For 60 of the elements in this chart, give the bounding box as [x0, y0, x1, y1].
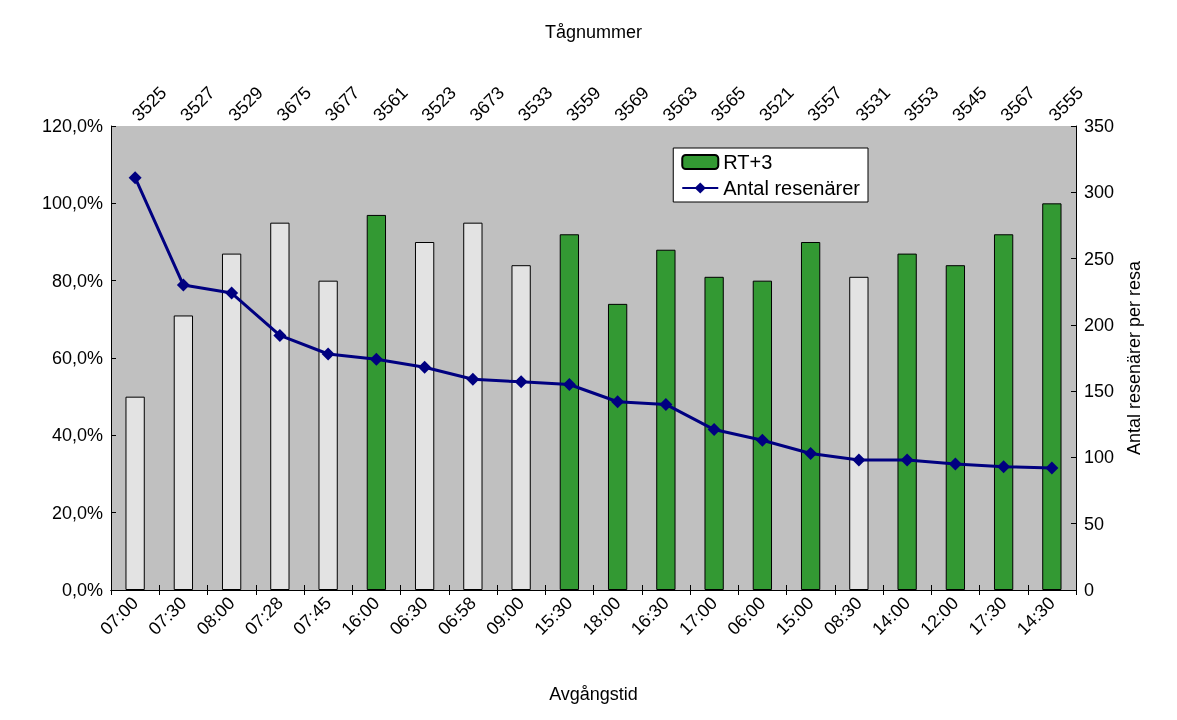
y2-tick-label: 350	[1084, 116, 1115, 136]
y2-tick-label: 200	[1084, 314, 1115, 335]
point	[804, 446, 818, 460]
bar	[414, 242, 435, 590]
bar	[173, 315, 194, 590]
bar	[366, 214, 387, 590]
y-tick-label: 40,0%	[51, 425, 103, 446]
y2-tick-label: 300	[1084, 182, 1115, 203]
y-tick-label: 60,0%	[51, 348, 103, 368]
point	[176, 278, 190, 292]
point	[948, 457, 962, 471]
x-axis-title: Avgångstid	[549, 684, 638, 704]
bar	[270, 222, 290, 590]
point	[321, 347, 335, 361]
point	[659, 397, 673, 411]
bar	[993, 234, 1014, 590]
point	[611, 395, 625, 409]
bar	[1042, 203, 1062, 590]
bar	[463, 222, 483, 590]
y-tick-label: 0,0%	[61, 580, 103, 600]
y2-tick-label: 150	[1084, 381, 1115, 402]
bar	[221, 253, 242, 590]
y2-tick-label: 0	[1084, 580, 1095, 600]
y-tick-label: 120,0%	[41, 116, 103, 136]
bar	[125, 396, 145, 590]
bar	[656, 249, 676, 590]
point	[418, 360, 432, 374]
bar	[318, 280, 338, 590]
y-tick-label: 20,0%	[51, 502, 103, 523]
legend-label: RT+3	[723, 151, 773, 173]
point	[225, 286, 239, 300]
point	[562, 378, 576, 392]
y2-tick-label: 250	[1084, 248, 1115, 269]
legend-label: Antal resenärer	[723, 177, 861, 199]
point	[369, 352, 383, 366]
point	[1045, 461, 1059, 475]
y2-axis-title: Antal resenärer per resa	[1123, 259, 1144, 456]
y2-tick-label: 50	[1084, 513, 1105, 534]
point	[466, 372, 480, 386]
point	[273, 328, 287, 342]
bar	[559, 234, 580, 590]
y2-tick-label: 100	[1084, 447, 1115, 468]
point	[128, 171, 142, 185]
point	[755, 433, 769, 447]
bar	[607, 303, 628, 590]
bar	[897, 253, 917, 590]
point	[514, 375, 528, 389]
bar	[752, 280, 773, 590]
y-tick-label: 80,0%	[51, 270, 103, 291]
y-tick-label: 100,0%	[41, 193, 103, 214]
point	[997, 460, 1011, 474]
bar	[849, 276, 869, 590]
x2-axis-title: Tågnummer	[544, 22, 643, 42]
bar	[511, 265, 531, 590]
bar	[945, 265, 966, 590]
point	[852, 453, 866, 467]
bar	[800, 242, 821, 590]
point	[707, 423, 721, 437]
point	[900, 453, 914, 467]
bar	[704, 276, 724, 590]
